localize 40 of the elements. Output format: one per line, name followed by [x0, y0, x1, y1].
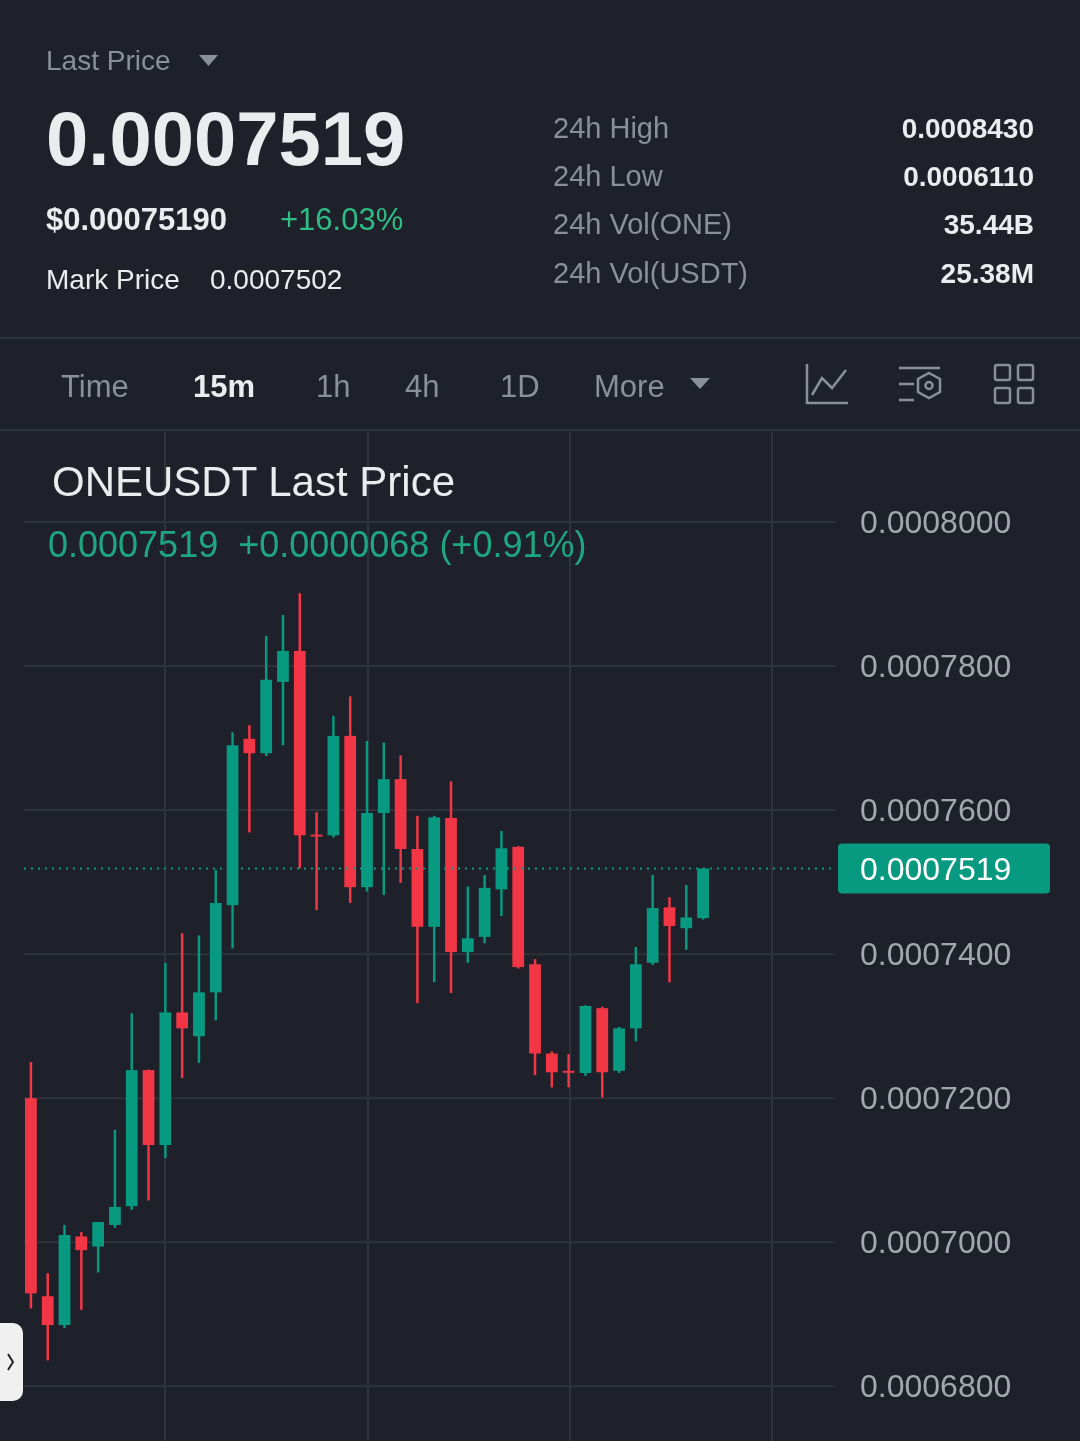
text: 25.38M: [940, 258, 1034, 289]
candlestick: [663, 896, 676, 984]
candlestick: [545, 1050, 558, 1089]
y-tick-label: 0.0006800: [860, 1368, 1012, 1405]
text: 35.44B: [943, 209, 1034, 240]
candlestick: [310, 811, 323, 912]
candlestick: [109, 1128, 121, 1230]
y-tick-label: 0.0007800: [860, 648, 1012, 685]
text: 1h: [316, 369, 351, 404]
text: 24h High: [553, 112, 670, 144]
text: $0.00075190: [46, 202, 228, 237]
text: More: [594, 369, 665, 404]
ref-line-label: 0.0007519: [860, 850, 1012, 887]
y-tick-label: 0.0007600: [860, 792, 1012, 829]
text: Mark Price: [46, 264, 180, 295]
text: ONEUSDT Last Price: [52, 458, 455, 505]
text: 24h Vol(ONE): [553, 208, 732, 240]
y-tick-label: 0.0007400: [860, 936, 1012, 973]
candlestick: [75, 1230, 88, 1312]
text: 24h Vol(USDT): [553, 257, 749, 289]
y-tick-label: 0.0007000: [860, 1224, 1012, 1261]
text: 0.0007519 +0.0000068 (+0.91%): [48, 524, 587, 565]
y-tick-label: 0.0007200: [860, 1080, 1012, 1117]
candlestick: [243, 723, 256, 834]
text: Last Price: [46, 45, 171, 76]
candlestick: [562, 1053, 575, 1089]
text: 0.0008430: [901, 113, 1034, 144]
candlestick: [461, 885, 474, 965]
text: +16.03%: [280, 202, 404, 237]
text: Time: [61, 369, 129, 404]
text: 0.0007502: [210, 264, 343, 295]
candlestick: [680, 883, 693, 952]
text: 0.0007519: [46, 96, 406, 181]
text: 1D: [500, 369, 540, 404]
candlestick: [176, 932, 189, 1080]
text: 24h Low: [553, 160, 664, 192]
y-tick-label: 0.0008000: [860, 504, 1012, 541]
text: 0.0006110: [903, 161, 1034, 192]
text: 15m: [193, 369, 256, 404]
text: 4h: [405, 369, 440, 404]
